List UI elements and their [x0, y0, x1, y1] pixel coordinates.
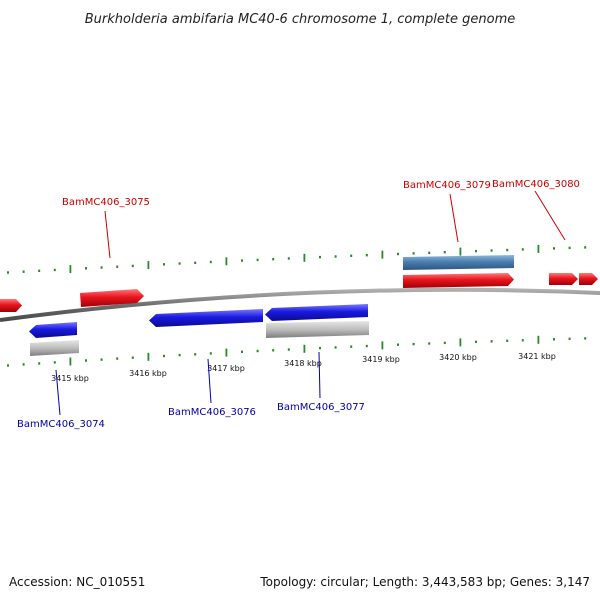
gene-label-reverse: BamMC406_3076 — [168, 407, 256, 418]
gene-label-forward: BamMC406_3079 — [403, 180, 491, 191]
reverse-gene-arrow — [149, 309, 263, 327]
gene-label-forward: BamMC406_3075 — [62, 197, 150, 208]
gene-label-forward: BamMC406_3080 — [492, 179, 580, 190]
map-title: Burkholderia ambifaria MC40-6 chromosome… — [85, 12, 515, 27]
gene-label-reverse: BamMC406_3074 — [17, 419, 105, 430]
scale-label: 3415 kbp — [51, 374, 89, 383]
scale-label: 3418 kbp — [284, 359, 322, 368]
label-leader-line — [318, 351, 321, 399]
label-leader-line — [207, 358, 212, 404]
scale-label: 3420 kbp — [439, 353, 477, 362]
genome-stats-text: Topology: circular; Length: 3,443,583 bp… — [259, 575, 590, 589]
accession-text: Accession: NC_010551 — [9, 575, 145, 589]
scale-label: 3417 kbp — [207, 364, 245, 373]
genome-backbone — [0, 287, 600, 322]
pseudo-gene-block — [266, 321, 369, 338]
forward-gene-arrow — [579, 273, 598, 285]
scale-label: 3421 kbp — [518, 352, 556, 361]
forward-gene-arrow — [403, 273, 514, 288]
reverse-gene-arrow — [265, 304, 368, 321]
forward-gene-arrow — [80, 289, 144, 307]
gene-label-reverse: BamMC406_3077 — [277, 402, 365, 413]
scale-label: 3419 kbp — [362, 355, 400, 364]
reverse-gene-arrow — [29, 322, 77, 338]
forward-gene-arrow — [0, 299, 22, 312]
label-leader-line — [104, 210, 111, 259]
label-leader-line — [449, 193, 459, 243]
pseudo-gene-block — [30, 340, 79, 356]
label-leader-line — [55, 369, 61, 416]
inner-tick-track — [7, 335, 587, 367]
forward-gene-arrow — [549, 273, 578, 285]
rna-gene-block — [403, 255, 514, 270]
scale-label: 3416 kbp — [129, 369, 167, 378]
label-leader-line — [534, 190, 566, 241]
outer-tick-track — [7, 244, 587, 274]
